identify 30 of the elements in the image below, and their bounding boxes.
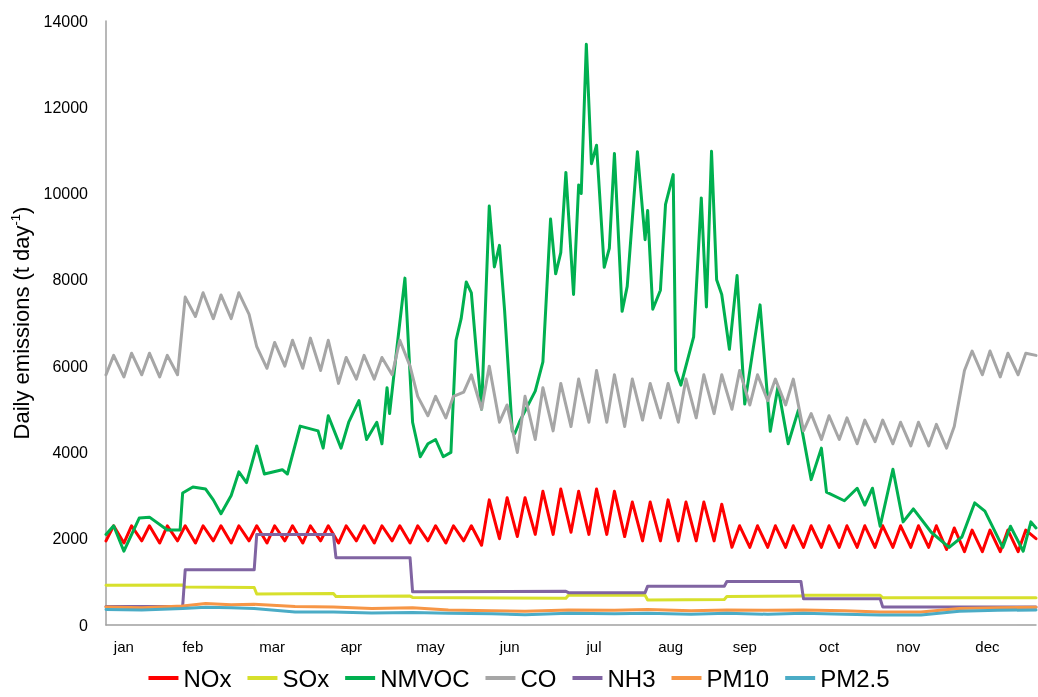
x-tick-label: sep bbox=[732, 638, 757, 655]
x-tick-label: aug bbox=[658, 638, 684, 655]
x-tick-label: may bbox=[416, 638, 446, 655]
legend-label: SOx bbox=[282, 664, 330, 692]
y-tick-label: 14000 bbox=[43, 12, 89, 30]
x-tick-label: jun bbox=[498, 638, 520, 655]
y-tick-label: 6000 bbox=[52, 357, 89, 375]
legend-label: PM10 bbox=[706, 664, 770, 692]
x-tick-label: oct bbox=[819, 638, 840, 655]
legend-label: NMVOC bbox=[380, 664, 470, 692]
y-axis-title: Daily emissions (t day-1) bbox=[8, 206, 35, 440]
x-tick-label: dec bbox=[975, 638, 1001, 655]
y-tick-label: 0 bbox=[79, 616, 89, 634]
y-tick-label: 12000 bbox=[43, 98, 89, 116]
x-tick-label: feb bbox=[182, 638, 204, 655]
x-tick-label: apr bbox=[340, 638, 363, 655]
x-tick-label: mar bbox=[259, 638, 285, 655]
y-tick-label: 8000 bbox=[52, 271, 89, 289]
y-tick-label: 10000 bbox=[43, 185, 89, 203]
y-tick-label: 2000 bbox=[52, 530, 89, 548]
x-tick-label: nov bbox=[896, 638, 921, 655]
legend-label: NH3 bbox=[607, 664, 656, 692]
x-tick-label: jan bbox=[112, 638, 134, 655]
legend-label: NOx bbox=[183, 664, 232, 692]
x-tick-label: jul bbox=[585, 638, 602, 655]
line-series bbox=[104, 605, 1038, 617]
y-tick-label: 4000 bbox=[52, 443, 89, 461]
legend-label: PM2.5 bbox=[820, 664, 890, 692]
line-series bbox=[104, 601, 1038, 614]
legend-label: CO bbox=[520, 664, 557, 692]
